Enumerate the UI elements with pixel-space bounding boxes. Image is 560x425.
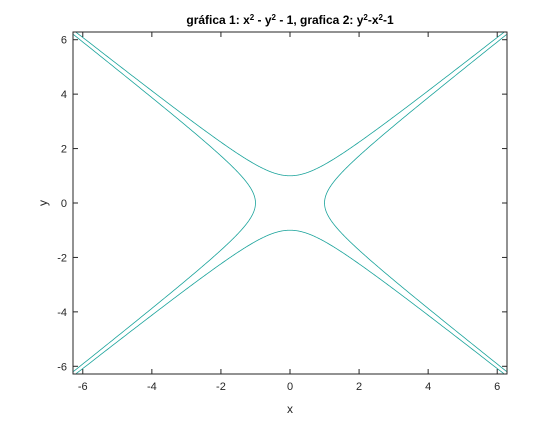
axes-box bbox=[72, 31, 508, 375]
title-part-6: -x bbox=[368, 13, 379, 27]
curve2-bottom-branch bbox=[76, 229, 504, 374]
curve1-right-branch bbox=[324, 34, 507, 372]
x-tick-label-4: 2 bbox=[356, 381, 362, 393]
x-tick-label-0: -6 bbox=[78, 381, 88, 393]
x-tick-label-2: -2 bbox=[216, 381, 226, 393]
title-part-2: - y bbox=[254, 13, 272, 27]
curve1-left-branch bbox=[73, 34, 256, 372]
x-tick-label-6: 6 bbox=[494, 381, 500, 393]
x-tick-label-1: -4 bbox=[147, 381, 157, 393]
y-axis-ticks: -6 -4 -2 0 2 4 6 bbox=[57, 35, 507, 373]
title-part-0: gráfica 1: x bbox=[186, 13, 250, 27]
x-axis-label: x bbox=[287, 402, 293, 416]
title-part-4: - 1, grafica 2: y bbox=[276, 13, 364, 27]
chart-title: gráfica 1: x2 - y2 - 1, grafica 2: y2-x2… bbox=[186, 13, 394, 28]
y-tick-label-2: -2 bbox=[57, 252, 67, 264]
title-part-1: 2 bbox=[250, 13, 255, 22]
y-axis-label: y bbox=[36, 200, 50, 206]
curve2-top-branch bbox=[76, 32, 504, 177]
x-tick-label-5: 4 bbox=[425, 381, 431, 393]
y-tick-label-0: -6 bbox=[57, 361, 67, 373]
title-part-7: 2 bbox=[379, 13, 384, 22]
y-tick-label-5: 4 bbox=[61, 89, 67, 101]
title-part-5: 2 bbox=[363, 13, 368, 22]
y-tick-label-6: 6 bbox=[61, 35, 67, 47]
title-part-3: 2 bbox=[272, 13, 277, 22]
x-axis-ticks: -6 -4 -2 0 2 4 6 bbox=[78, 32, 500, 393]
y-tick-label-1: -4 bbox=[57, 307, 67, 319]
x-tick-label-3: 0 bbox=[287, 381, 293, 393]
y-tick-label-4: 2 bbox=[61, 144, 67, 156]
title-part-8: -1 bbox=[383, 13, 394, 27]
plot-curves bbox=[73, 32, 507, 374]
y-tick-label-3: 0 bbox=[61, 198, 67, 210]
